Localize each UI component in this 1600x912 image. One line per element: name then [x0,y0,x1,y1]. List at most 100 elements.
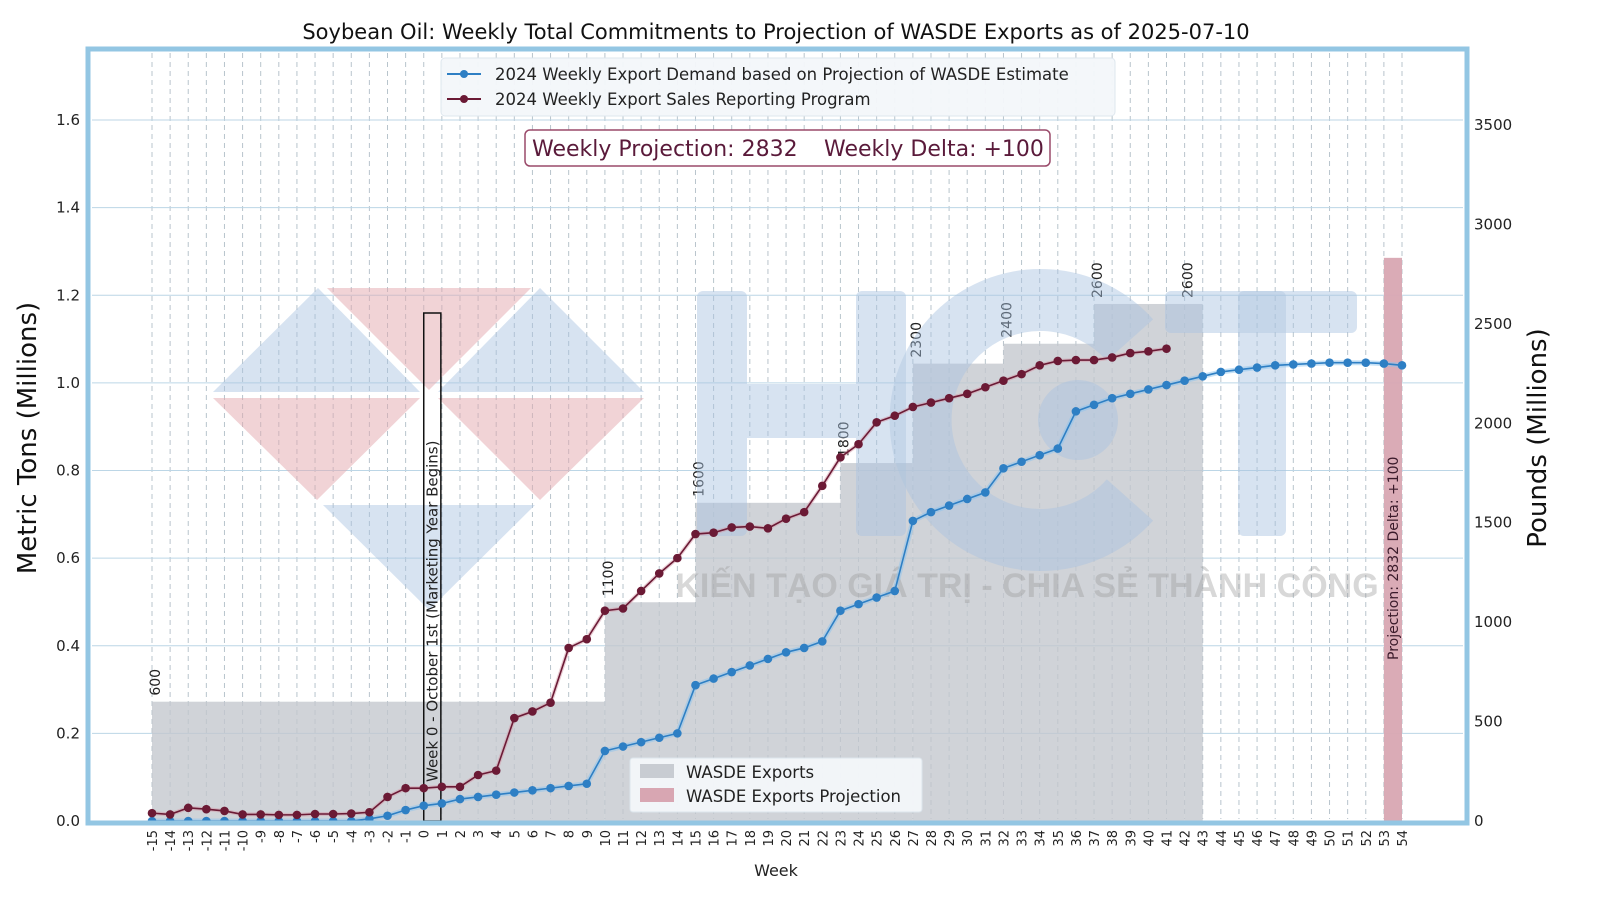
x-tick: 9 [581,830,596,838]
data-point-sales [799,507,809,517]
data-point-demand [383,811,392,821]
legend-top: 2024 Weekly Export Demand based on Proje… [440,57,1116,117]
x-tick: -9 [255,830,270,843]
watermark-tagline: KIẾN TẠO GIÁ TRỊ - CHIA SẺ THÀNH CÔNG [675,566,1378,605]
x-tick: 1 [436,830,451,838]
x-axis-ticks: -15 -14 -13 -12 -11 -10 -9 -8 -7 -6 -5 -4 -3 -2 -1 0 1 2 3… [146,830,1411,851]
data-point-demand [781,648,791,657]
logo-triangle [438,288,644,392]
data-point-sales [183,803,193,813]
data-point-sales [1053,356,1063,366]
data-point-demand [618,742,628,751]
legend-swatch-projection [640,788,674,802]
data-point-demand [962,494,972,504]
data-point-demand [872,593,881,602]
y-tick-right: 500 [1474,713,1503,731]
data-point-demand [854,599,863,609]
logo-triangle [323,505,535,610]
data-point-demand [510,788,519,797]
x-tick: 48 [1287,830,1302,847]
x-tick: 4 [490,830,505,838]
data-point-demand [1361,358,1371,368]
logo-dot [1038,380,1118,460]
data-point-sales [745,522,755,531]
series-line-demand [152,361,1403,822]
data-point-sales [1071,355,1081,365]
x-tick: 3 [472,830,487,838]
data-point-sales [727,523,737,532]
data-point-sales [401,783,410,793]
data-point-sales [709,528,718,538]
data-point-demand [1125,389,1135,399]
x-tick: 30 [961,830,976,847]
wasde-bar-label: 1800 [836,421,852,457]
y-axis-right-ticks: 0 500 1000 1500 2000 2500 3000 3500 [1474,116,1512,830]
data-point-demand [437,799,447,808]
data-point-demand [1017,457,1026,467]
logo-letter-t [1238,291,1286,536]
legend-label-projection: WASDE Exports Projection [686,787,901,806]
data-point-sales [1017,369,1026,379]
data-point-sales [1089,355,1099,365]
data-point-sales [962,389,972,399]
x-tick: -11 [218,830,233,851]
data-point-demand [999,464,1008,473]
data-point-demand [1216,367,1226,377]
data-point-sales [1144,347,1153,356]
data-point-demand [1198,372,1208,381]
x-tick: 35 [1052,830,1067,847]
wasde-bar-label: 1100 [601,561,617,597]
x-tick: 37 [1088,830,1103,847]
data-point-demand [401,805,410,815]
x-tick: 17 [726,830,741,847]
data-point-sales [1035,361,1044,370]
x-tick: 40 [1142,830,1157,847]
x-tick: 26 [889,830,904,847]
x-tick: -12 [200,830,215,851]
logo-triangle [438,398,644,500]
y-tick-right: 2500 [1474,315,1512,333]
y-tick-right: 2000 [1474,414,1512,432]
x-tick: 19 [762,830,777,847]
x-tick: 51 [1342,830,1357,847]
logo-letter-h [697,291,747,536]
x-tick: 46 [1251,830,1266,847]
data-point-sales [872,418,881,427]
data-point-sales [763,524,773,533]
data-point-sales [274,810,284,820]
y-tick-left: 0.0 [56,812,80,830]
x-tick: 45 [1233,830,1248,847]
x-tick: -15 [146,830,161,851]
data-point-demand [908,516,918,526]
data-point-sales [202,804,211,814]
y-tick-left: 1.0 [56,374,80,392]
data-point-sales [817,481,827,491]
logo-letter-t [1165,291,1357,333]
legend-swatch-wasde [640,764,674,778]
x-tick: -7 [291,830,306,843]
x-tick: 20 [780,830,795,847]
legend-bottom-box [629,757,923,813]
data-point-demand [1252,363,1262,372]
data-point-sales [383,792,392,802]
x-tick: 0 [418,830,433,838]
y-axis-left-label: Metric Tons (Millions) [13,302,43,574]
legend-marker-sales [460,95,468,103]
logo-triangle [213,288,420,392]
data-point-sales [691,529,700,539]
legend-marker-demand [460,70,468,78]
watermark-logo: KIẾN TẠO GIÁ TRỊ - CHIA SẺ THÀNH CÔNG [213,269,1379,610]
data-point-demand [1270,361,1280,370]
legend-label-wasde: WASDE Exports [686,763,814,782]
x-axis-label: Week [754,861,799,880]
x-tick: 5 [508,830,523,838]
data-point-demand [727,667,737,677]
wasde-export-bar-labels: 600 1100 1600 1800 2300 2400 2600 2600 [148,262,1197,695]
wasde-bar [912,363,1004,821]
data-point-demand [1379,359,1389,368]
x-tick: 6 [526,830,541,838]
legend-bottom: WASDE Exports WASDE Exports Projection [629,757,923,813]
data-point-demand [455,794,465,804]
y-tick-left: 1.4 [56,199,80,217]
data-point-sales [546,698,555,708]
